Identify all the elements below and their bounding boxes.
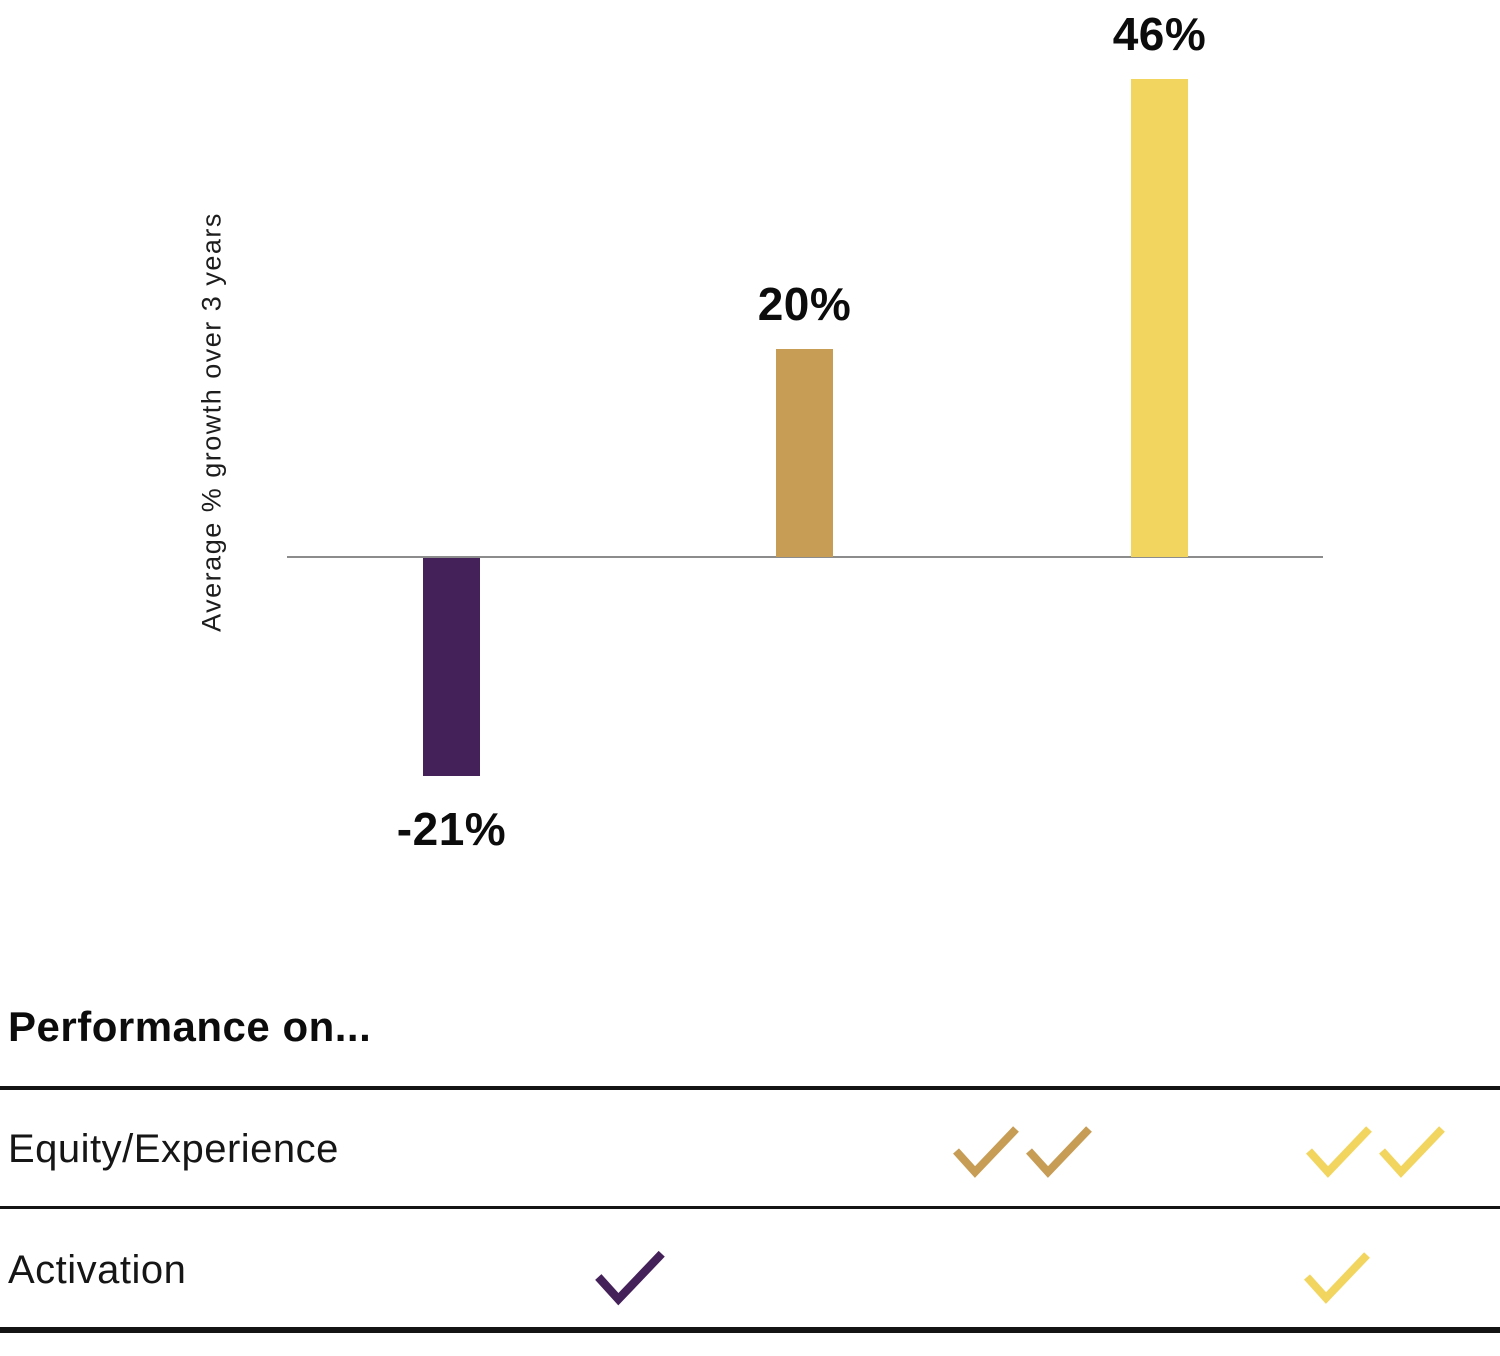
bar-value-label: 46% <box>1112 8 1207 60</box>
x-axis-line <box>287 556 1323 558</box>
table-bottom-rule <box>0 1327 1500 1333</box>
checkmark-icon <box>1379 1126 1445 1178</box>
bar-yellow <box>1131 79 1188 557</box>
table-middle-rule <box>0 1206 1500 1209</box>
checkmark-icon <box>953 1126 1019 1178</box>
checkmark-icon <box>1304 1252 1370 1304</box>
bar-group-3: 46% <box>1113 0 1206 960</box>
checkmark-icon <box>1306 1126 1372 1178</box>
bar-purple <box>423 558 480 776</box>
table-top-rule <box>0 1086 1500 1090</box>
bar-tan <box>776 349 833 557</box>
table-heading: Performance on... <box>8 1003 372 1050</box>
row-label-activation: Activation <box>8 1248 187 1292</box>
bar-chart: Average % growth over 3 years -21% 20% 4… <box>196 0 1323 960</box>
checkmark-icon <box>1026 1126 1092 1178</box>
bar-value-label: -21% <box>396 803 507 855</box>
bar-value-label: 20% <box>757 278 852 330</box>
bar-group-1: -21% <box>397 0 506 960</box>
checkmark-icon <box>595 1250 665 1306</box>
y-axis-label: Average % growth over 3 years <box>196 212 227 632</box>
bar-group-2: 20% <box>758 0 851 960</box>
row-label-equity-experience: Equity/Experience <box>8 1127 339 1171</box>
